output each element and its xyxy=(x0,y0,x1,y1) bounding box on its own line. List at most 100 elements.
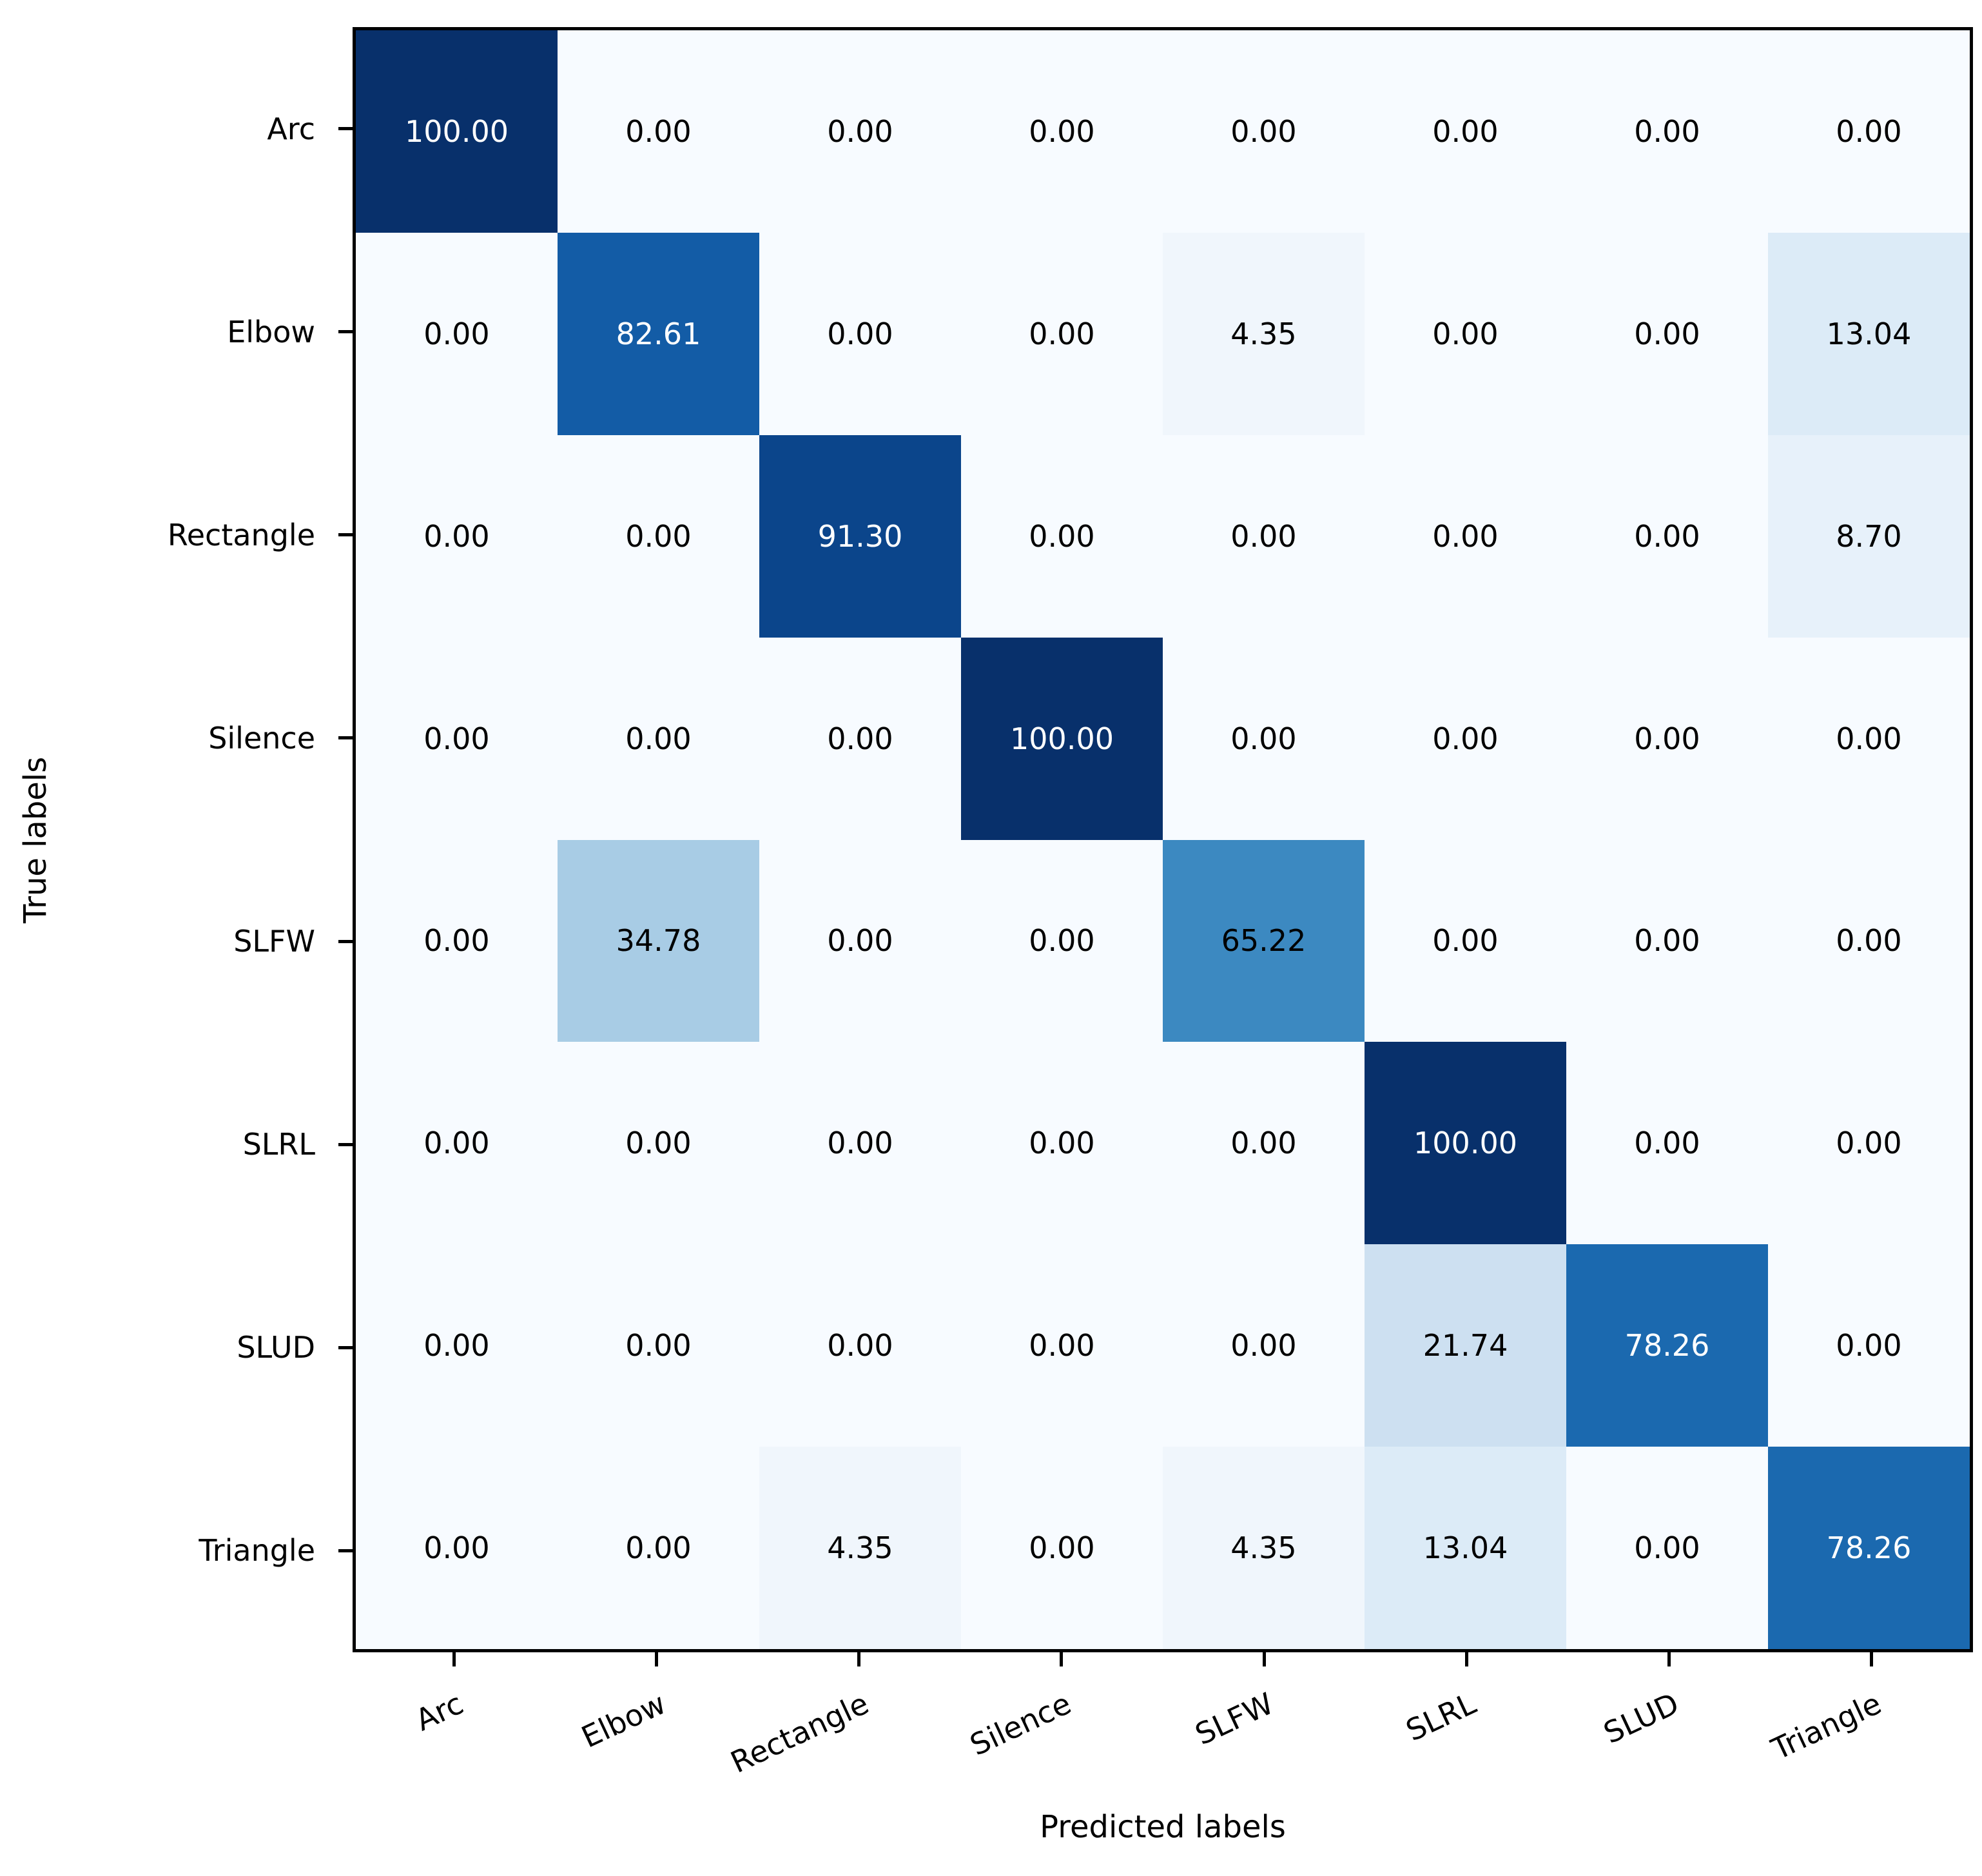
y-tick-label-SLFW: SLFW xyxy=(0,840,324,1043)
x-tick-label-text: Arc xyxy=(410,1686,469,1738)
x-tick-mark xyxy=(1771,1652,1973,1669)
matrix-cell-SLRL-SLRL: 100.00 xyxy=(1365,1042,1566,1245)
x-tick-mark xyxy=(1163,1652,1365,1669)
x-tick-label-text: Elbow xyxy=(576,1686,672,1755)
matrix-cell-Triangle-SLRL: 13.04 xyxy=(1365,1447,1566,1649)
x-tick-label-text: SLRL xyxy=(1401,1686,1482,1748)
matrix-cell-Triangle-Arc: 0.00 xyxy=(356,1447,558,1649)
matrix-cell-Silence-Triangle: 0.00 xyxy=(1768,637,1970,840)
x-tick-mark xyxy=(555,1652,757,1669)
matrix-cell-SLRL-SLUD: 0.00 xyxy=(1566,1042,1768,1245)
matrix-cell-SLFW-Rectangle: 0.00 xyxy=(759,839,961,1042)
y-tick-mark xyxy=(335,433,353,636)
y-tick-label-SLUD: SLUD xyxy=(0,1246,324,1449)
y-tick-label-SLRL: SLRL xyxy=(0,1043,324,1246)
x-tick-mark xyxy=(1365,1652,1568,1669)
matrix-cell-SLFW-Arc: 0.00 xyxy=(356,839,558,1042)
matrix-cell-SLRL-SLFW: 0.00 xyxy=(1163,1042,1365,1245)
matrix-cell-SLUD-Rectangle: 0.00 xyxy=(759,1244,961,1447)
x-tick-label-SLUD: SLUD xyxy=(1568,1669,1771,1824)
matrix-cell-Elbow-Triangle: 13.04 xyxy=(1768,232,1970,435)
matrix-cell-Arc-Elbow: 0.00 xyxy=(558,30,759,233)
matrix-cell-Arc-SLRL: 0.00 xyxy=(1365,30,1566,233)
x-tick-label-text: Silence xyxy=(964,1686,1076,1763)
matrix-cell-Silence-Rectangle: 0.00 xyxy=(759,637,961,840)
y-tick-label-text: Elbow xyxy=(227,314,315,349)
y-tick-label-Triangle: Triangle xyxy=(0,1449,324,1652)
matrix-cell-Arc-SLUD: 0.00 xyxy=(1566,30,1768,233)
matrix-cell-SLRL-Rectangle: 0.00 xyxy=(759,1042,961,1245)
y-tick-mark xyxy=(335,230,353,433)
matrix-cell-SLFW-SLUD: 0.00 xyxy=(1566,839,1768,1042)
matrix-cell-SLUD-Triangle: 0.00 xyxy=(1768,1244,1970,1447)
matrix-cell-Triangle-Triangle: 78.26 xyxy=(1768,1447,1970,1649)
heatmap-grid: 100.00 0.00 0.00 0.00 0.00 0.00 0.00 0.00 0.00 82… xyxy=(353,27,1973,1652)
matrix-cell-Triangle-Silence: 0.00 xyxy=(961,1447,1163,1649)
matrix-cell-Elbow-SLUD: 0.00 xyxy=(1566,232,1768,435)
matrix-cell-Elbow-SLRL: 0.00 xyxy=(1365,232,1566,435)
x-tick-mark xyxy=(960,1652,1163,1669)
matrix-cell-SLUD-Arc: 0.00 xyxy=(356,1244,558,1447)
matrix-cell-Silence-Arc: 0.00 xyxy=(356,637,558,840)
matrix-cell-Triangle-Rectangle: 4.35 xyxy=(759,1447,961,1649)
matrix-cell-Rectangle-Rectangle: 91.30 xyxy=(759,435,961,638)
matrix-cell-SLUD-SLRL: 21.74 xyxy=(1365,1244,1566,1447)
x-tick-marks xyxy=(353,1652,1973,1669)
x-tick-labels: Arc Elbow Rectangle Silence SLFW SLRL SLUD Tria… xyxy=(353,1669,1973,1824)
x-tick-label-text: SLUD xyxy=(1598,1686,1684,1751)
y-tick-mark xyxy=(335,1246,353,1449)
matrix-cell-Rectangle-Arc: 0.00 xyxy=(356,435,558,638)
matrix-cell-Triangle-SLUD: 0.00 xyxy=(1566,1447,1768,1649)
y-tick-label-Rectangle: Rectangle xyxy=(0,433,324,636)
matrix-cell-Rectangle-SLUD: 0.00 xyxy=(1566,435,1768,638)
y-tick-label-text: SLFW xyxy=(233,924,315,959)
x-tick-label-Silence: Silence xyxy=(960,1669,1163,1824)
x-axis-title: Predicted labels xyxy=(1040,1809,1286,1845)
x-tick-label-SLFW: SLFW xyxy=(1163,1669,1365,1824)
y-tick-label-Elbow: Elbow xyxy=(0,230,324,433)
x-tick-label-text: Triangle xyxy=(1766,1686,1887,1767)
matrix-cell-Rectangle-Elbow: 0.00 xyxy=(558,435,759,638)
y-tick-label-Arc: Arc xyxy=(0,27,324,230)
x-tick-label-SLRL: SLRL xyxy=(1365,1669,1568,1824)
x-tick-mark xyxy=(1568,1652,1771,1669)
matrix-cell-Silence-SLFW: 0.00 xyxy=(1163,637,1365,840)
matrix-cell-Silence-SLUD: 0.00 xyxy=(1566,637,1768,840)
matrix-cell-SLUD-SLFW: 0.00 xyxy=(1163,1244,1365,1447)
matrix-cell-SLFW-Triangle: 0.00 xyxy=(1768,839,1970,1042)
matrix-cell-Triangle-SLFW: 4.35 xyxy=(1163,1447,1365,1649)
matrix-cell-SLFW-Elbow: 34.78 xyxy=(558,839,759,1042)
matrix-cell-Arc-Rectangle: 0.00 xyxy=(759,30,961,233)
y-tick-label-text: SLUD xyxy=(237,1330,315,1365)
matrix-cell-Triangle-Elbow: 0.00 xyxy=(558,1447,759,1649)
matrix-cell-Arc-SLFW: 0.00 xyxy=(1163,30,1365,233)
matrix-cell-Elbow-Elbow: 82.61 xyxy=(558,232,759,435)
matrix-cell-Arc-Triangle: 0.00 xyxy=(1768,30,1970,233)
matrix-cell-SLRL-Triangle: 0.00 xyxy=(1768,1042,1970,1245)
matrix-cell-SLFW-Silence: 0.00 xyxy=(961,839,1163,1042)
matrix-cell-Silence-SLRL: 0.00 xyxy=(1365,637,1566,840)
x-tick-label-text: SLFW xyxy=(1190,1686,1279,1752)
y-tick-marks xyxy=(335,27,353,1652)
matrix-cell-SLRL-Silence: 0.00 xyxy=(961,1042,1163,1245)
y-tick-label-text: SLRL xyxy=(242,1127,315,1162)
y-tick-mark xyxy=(335,1043,353,1246)
matrix-cell-Rectangle-Silence: 0.00 xyxy=(961,435,1163,638)
y-tick-mark xyxy=(335,636,353,839)
matrix-cell-SLUD-Elbow: 0.00 xyxy=(558,1244,759,1447)
x-tick-label-Rectangle: Rectangle xyxy=(725,1669,960,1824)
y-tick-mark xyxy=(335,27,353,230)
x-tick-label-Triangle: Triangle xyxy=(1766,1669,1973,1824)
y-tick-label-text: Triangle xyxy=(199,1533,315,1568)
matrix-cell-SLRL-Arc: 0.00 xyxy=(356,1042,558,1245)
x-tick-label-Arc: Arc xyxy=(353,1669,555,1824)
matrix-cell-Silence-Elbow: 0.00 xyxy=(558,637,759,840)
matrix-cell-SLUD-Silence: 0.00 xyxy=(961,1244,1163,1447)
y-tick-mark xyxy=(335,840,353,1043)
x-tick-mark xyxy=(353,1652,555,1669)
matrix-cell-SLUD-SLUD: 78.26 xyxy=(1566,1244,1768,1447)
y-tick-label-text: Rectangle xyxy=(167,517,315,552)
y-tick-mark xyxy=(335,1449,353,1652)
x-tick-mark xyxy=(758,1652,960,1669)
